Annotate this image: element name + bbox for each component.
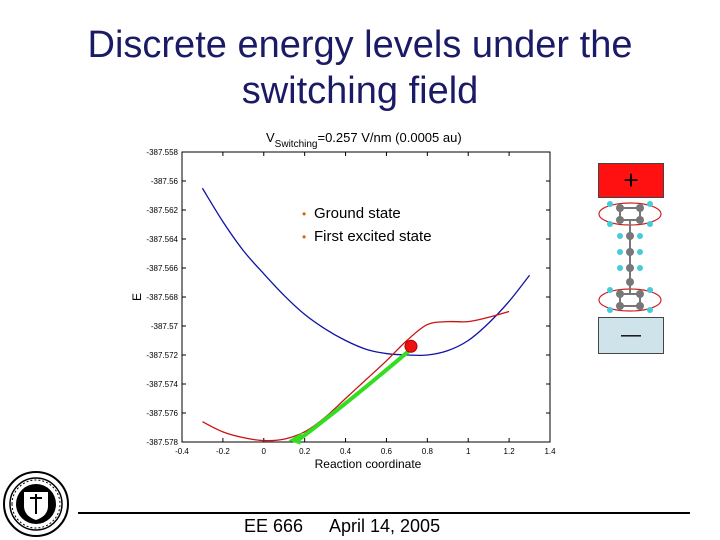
x-tick-label: 0.4 [340, 447, 352, 456]
series [201, 187, 531, 442]
legend-ground-state: Ground state [314, 205, 401, 222]
legend-first-excited-state: First excited state [314, 228, 432, 245]
x-tick-label: 1.2 [504, 447, 516, 456]
x-axis-label: Reaction coordinate [315, 457, 422, 471]
title-line-1: Discrete energy levels under the [87, 24, 633, 66]
x-tick-label: 0.2 [299, 447, 311, 456]
chart-title-prefix: V [266, 130, 275, 145]
y-tick-label: -387.578 [146, 438, 178, 447]
y-tick-label: -387.564 [146, 235, 178, 244]
plot-frame [181, 151, 551, 443]
relaxation-arrow-head [288, 432, 303, 445]
y-tick-label: -387.566 [146, 264, 178, 273]
chart-title: VSwitching=0.257 V/nm (0.0005 au) [266, 130, 462, 150]
legend-bullet-excited: • [302, 230, 306, 244]
state-marker [404, 339, 418, 353]
y-tick-label: -387.572 [146, 351, 178, 360]
axes [181, 151, 551, 443]
footer-date: April 14, 2005 [329, 516, 441, 536]
y-tick-label: -387.562 [146, 206, 178, 215]
ticks: -0.4 -0.2 0 0.2 0.4 0.6 0.8 1 1.2 1.4 -387.558 -387… [146, 148, 556, 456]
molecule-icon [598, 201, 662, 313]
legend: • Ground state • First excited state [302, 205, 432, 245]
series-line-first-excited-state [201, 187, 531, 357]
title-line-2: switching field [241, 70, 479, 112]
carbon-atoms [616, 204, 644, 310]
legend-bullet-ground: • [302, 207, 306, 221]
y-tick-label: -387.57 [151, 322, 179, 331]
slide-title: Discrete energy levels under the switchi… [0, 22, 720, 114]
x-tick-label: 0 [262, 447, 267, 456]
chart-title-suffix: =0.257 V/nm (0.0005 au) [317, 130, 461, 145]
y-tick-label: -387.574 [146, 380, 178, 389]
annotations [288, 339, 418, 445]
y-tick-label: -387.56 [151, 177, 179, 186]
y-tick-label: -387.568 [146, 293, 178, 302]
footer-course: EE 666 [244, 516, 304, 536]
footer-rule [78, 512, 690, 514]
university-seal-logo [3, 471, 69, 537]
chart-title-subscript: Switching [275, 139, 318, 150]
x-tick-label: -0.2 [216, 447, 230, 456]
x-tick-label: 1.4 [544, 447, 556, 456]
x-tick-label: 0.6 [381, 447, 393, 456]
plus-symbol: + [623, 165, 639, 195]
y-tick-label: -387.558 [146, 148, 178, 157]
y-axis-label: E [130, 293, 144, 301]
x-tick-label: 1 [466, 447, 471, 456]
minus-symbol: — [621, 324, 641, 346]
x-tick-label: 0.8 [422, 447, 434, 456]
series-line-ground-state [202, 310, 510, 442]
hydrogen-atoms [607, 201, 653, 313]
y-tick-label: -387.576 [146, 409, 178, 418]
molecule-bonds [619, 207, 641, 307]
relaxation-arrow [299, 347, 413, 441]
negative-charge-box: — [598, 317, 664, 354]
positive-charge-box: + [598, 163, 664, 198]
x-tick-label: -0.4 [175, 447, 189, 456]
